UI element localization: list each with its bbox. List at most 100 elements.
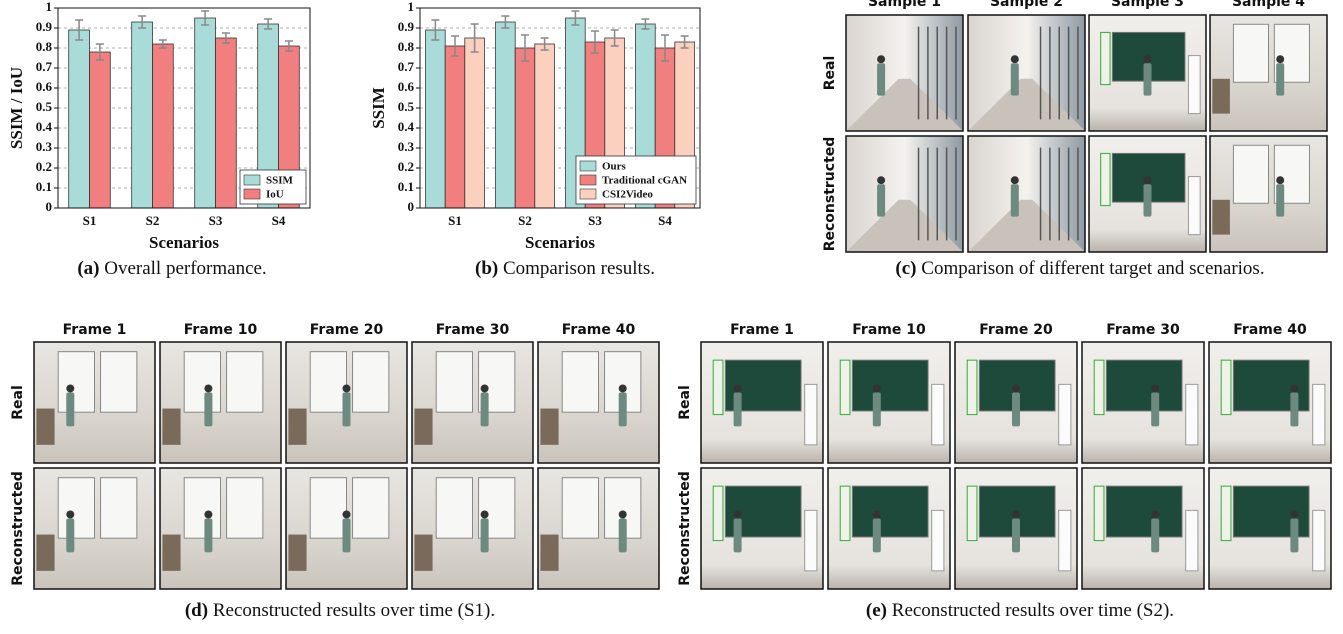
person-body [343,518,351,552]
ac-unit [932,384,944,445]
row-label: Real [10,385,26,420]
person-body [1144,63,1152,95]
chart-poster [840,486,850,540]
photo [286,468,407,589]
cabinet [162,409,180,445]
person-body [66,518,74,552]
row-label: Reconstructed [677,471,693,586]
photo [286,342,407,463]
caption: (e) Reconstructed results over time (S2)… [866,600,1174,621]
x-axis-label: Scenarios [149,233,219,252]
x-tick-label: S3 [588,213,602,228]
window [184,478,220,539]
person-head [66,510,74,518]
column-header: Frame 40 [562,322,636,338]
person-body [734,518,742,552]
person-head [873,510,881,518]
person-head [204,384,212,392]
y-tick-label: 0.4 [398,119,415,134]
legend-swatch [244,189,260,199]
row-label: Real [822,56,838,91]
window [1233,24,1268,82]
person-head [1011,176,1019,184]
person-body [734,392,742,426]
row-label: Reconstructed [822,137,838,252]
x-tick-label: S4 [272,213,286,228]
photo [1210,136,1327,252]
caption-text: Reconstructed results over time (S2). [892,600,1174,621]
person-body [1011,184,1019,216]
column-header: Frame 20 [979,322,1053,338]
cabinet [1212,200,1230,235]
ac-unit [1059,384,1071,445]
window [58,352,94,413]
bar [132,22,153,208]
bar [496,22,516,208]
y-tick-label: 0.6 [36,79,53,94]
person-body [1290,518,1298,552]
chart-poster [1101,32,1110,84]
photo [955,342,1077,463]
person-body [1276,63,1284,95]
chart-poster [840,360,850,414]
person-head [1276,176,1284,184]
x-tick-label: S1 [448,213,462,228]
legend-swatch [244,175,260,185]
y-tick-label: 0.7 [398,59,415,74]
y-tick-label: 0.7 [36,59,53,74]
cabinet [414,409,432,445]
caption-text: Reconstructed results over time (S1). [213,600,495,621]
y-tick-label: 0.3 [36,139,53,154]
x-tick-label: S4 [658,213,672,228]
photo [955,468,1077,589]
cabinet [288,535,306,571]
board [852,486,928,537]
ac-unit [1188,56,1200,114]
photo [701,342,823,463]
window [227,478,263,539]
chart-poster [967,486,977,540]
chart-poster [1221,486,1231,540]
x-axis-label: Scenarios [525,233,595,252]
person-head [1144,55,1152,63]
bar [465,38,485,208]
legend-label: IoU [266,189,284,201]
ac-unit [1188,177,1200,235]
chart-poster [1094,360,1104,414]
person-body [1012,392,1020,426]
ac-unit [932,510,944,570]
person-head [343,510,351,518]
person-head [619,510,627,518]
photo [968,15,1085,131]
caption: (b) Comparison results. [475,258,655,279]
y-tick-label: 0 [408,199,415,214]
person-head [1012,510,1020,518]
chart-poster [1101,153,1110,205]
photo [160,342,281,463]
column-header: Frame 1 [730,322,794,338]
person-body [619,518,627,552]
photo [1209,468,1331,589]
board [1106,360,1182,411]
person-body [1276,184,1284,216]
y-tick-label: 0 [46,199,53,214]
chart-poster [1094,486,1104,540]
photo [1210,15,1327,131]
person-head [1151,510,1159,518]
x-tick-label: S3 [209,213,223,228]
y-tick-label: 0.9 [36,19,53,34]
window [58,478,94,539]
column-header: Sample 4 [1232,0,1305,10]
legend-swatch [580,175,596,185]
y-axis-label: SSIM / IoU [7,67,26,149]
photo [1082,468,1204,589]
photo [1089,136,1206,252]
window [562,352,598,413]
chart-poster [1221,360,1231,414]
photo [846,136,963,252]
ac-unit [805,510,817,570]
column-header: Frame 10 [852,322,926,338]
y-tick-label: 0.9 [398,19,415,34]
y-tick-label: 1 [46,0,53,14]
person-body [1151,392,1159,426]
